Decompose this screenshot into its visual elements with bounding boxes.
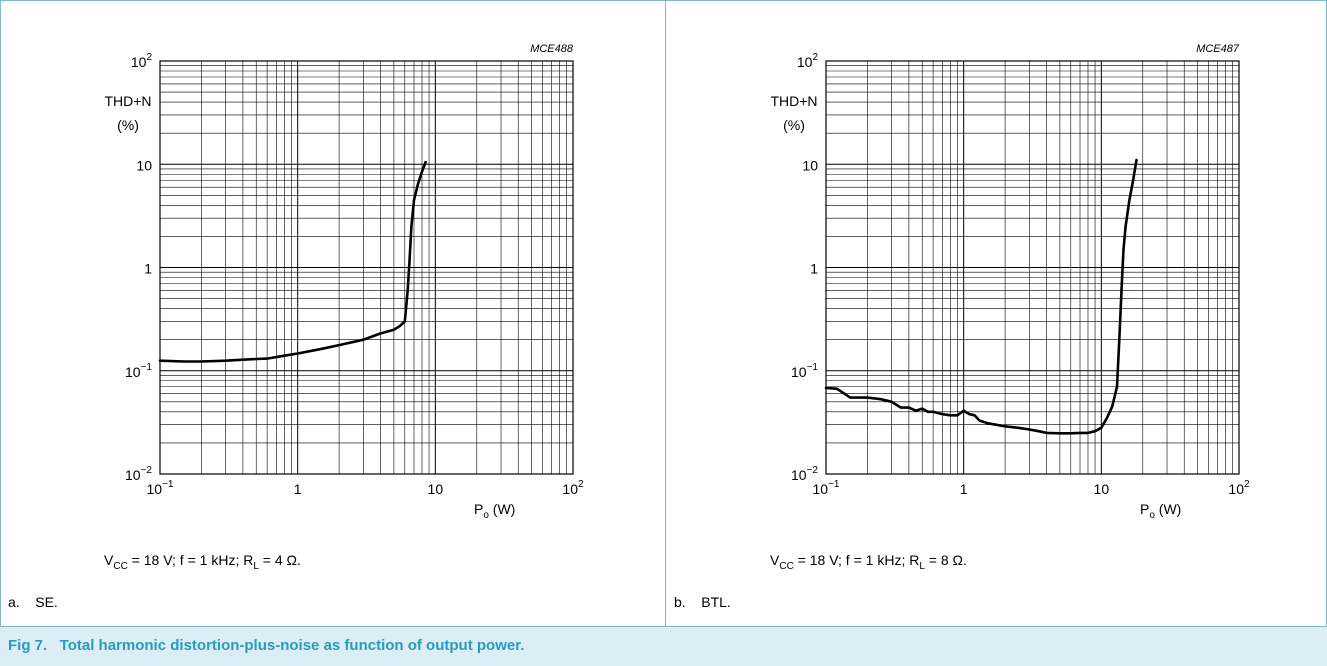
plot-border <box>159 60 574 475</box>
series-line-0 <box>158 160 427 363</box>
chart-panel-se: 10−2 10−1 1 10 102 10−1 1 10 102 THD+N (%) Po (W) MC… <box>0 0 665 626</box>
x-tick-label: 10−1 <box>147 479 174 497</box>
y-tick-label: 10−1 <box>125 362 152 380</box>
y-tick-label: 10 <box>136 157 152 173</box>
rl-subscript: L <box>919 560 925 572</box>
rl-text: = 8 Ω. <box>924 552 967 568</box>
caption-bar <box>0 627 1327 666</box>
rl-text: = 4 Ω. <box>258 552 301 568</box>
x-tick-label: 1 <box>294 481 302 497</box>
chart-code-label: MCE488 <box>530 43 574 55</box>
plot-border <box>825 60 1240 475</box>
caption-divider <box>0 626 1327 627</box>
y-tick-label: 1 <box>144 261 152 277</box>
y-axis-label: THD+N <box>104 93 151 109</box>
x-axis-label: Po (W) <box>474 501 515 521</box>
y-axis-unit: (%) <box>117 117 139 133</box>
y-tick-label: 102 <box>797 52 819 70</box>
vcc-subscript: CC <box>779 560 794 572</box>
conditions-btl: VCC = 18 V; f = 1 kHz; RL = 8 Ω. <box>770 552 967 572</box>
y-tick-label: 1 <box>810 261 818 277</box>
conditions-text: = 18 V; f = 1 kHz; R <box>127 552 254 568</box>
y-axis-label: THD+N <box>770 93 817 109</box>
x-axis-label: Po (W) <box>1140 501 1181 521</box>
x-tick-label: 10 <box>1094 481 1110 497</box>
figure-caption: Fig 7. Total harmonic distortion-plus-no… <box>8 637 525 654</box>
sub-label-btl: b. BTL. <box>674 594 731 610</box>
x-tick-label: 1 <box>960 481 968 497</box>
x-tick-label: 102 <box>562 479 584 497</box>
conditions-se: VCC = 18 V; f = 1 kHz; RL = 4 Ω. <box>104 552 301 572</box>
x-tick-label: 10 <box>428 481 444 497</box>
rl-subscript: L <box>253 560 259 572</box>
sub-label-se: a. SE. <box>8 594 58 610</box>
y-tick-label: 10 <box>802 157 818 173</box>
vcc-subscript: CC <box>113 560 128 572</box>
panel-divider <box>665 0 666 626</box>
grid <box>825 61 1239 475</box>
chart-code-label: MCE487 <box>1196 43 1240 55</box>
series-line-0 <box>824 158 1138 435</box>
y-tick-label: 102 <box>131 52 153 70</box>
vcc-symbol: V <box>104 552 114 568</box>
conditions-text: = 18 V; f = 1 kHz; R <box>793 552 920 568</box>
chart-panel-btl: 10−2 10−1 1 10 102 10−1 1 10 102 THD+N (%) Po (W) MC… <box>666 0 1327 626</box>
y-tick-label: 10−2 <box>125 465 152 483</box>
y-axis-unit: (%) <box>783 117 805 133</box>
y-tick-label: 10−1 <box>791 362 818 380</box>
grid <box>159 61 573 475</box>
y-tick-label: 10−2 <box>791 465 818 483</box>
vcc-symbol: V <box>770 552 780 568</box>
x-tick-label: 102 <box>1228 479 1250 497</box>
x-tick-label: 10−1 <box>813 479 840 497</box>
